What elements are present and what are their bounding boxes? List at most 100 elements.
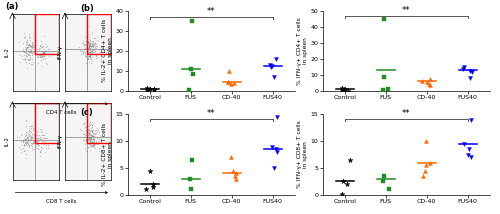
Point: [88, 134, 96, 138]
Point: [40, 55, 48, 58]
Point: [24, 137, 32, 141]
Point: [86, 46, 94, 49]
Point: [86, 39, 94, 43]
Point: [88, 139, 96, 142]
Point: [82, 61, 90, 65]
Point: [82, 57, 90, 60]
Point: [40, 136, 48, 140]
Point: [266, 63, 274, 67]
Point: [80, 121, 88, 124]
Point: [28, 62, 36, 65]
Point: [34, 62, 42, 65]
Point: [150, 89, 158, 92]
Point: [36, 133, 44, 137]
Point: [88, 42, 96, 45]
Point: [38, 54, 46, 57]
Point: [36, 154, 44, 158]
Point: [380, 17, 388, 21]
Point: [467, 156, 475, 159]
Point: [88, 44, 96, 48]
Point: [380, 180, 388, 183]
Point: [28, 141, 36, 145]
Point: [34, 146, 42, 149]
Point: [92, 130, 100, 133]
Point: [88, 137, 96, 141]
Point: [272, 148, 280, 151]
Point: [22, 157, 30, 160]
Bar: [87, 103, 111, 143]
Point: [85, 132, 93, 136]
Point: [37, 138, 45, 141]
Point: [96, 138, 104, 141]
Point: [422, 140, 430, 143]
Point: [91, 43, 99, 46]
Point: [26, 42, 34, 46]
Point: [28, 135, 36, 139]
Point: [88, 129, 96, 133]
Point: [80, 133, 88, 137]
Point: [41, 51, 49, 55]
Point: [88, 133, 96, 137]
Point: [15, 41, 23, 44]
Point: [28, 143, 36, 146]
Point: [84, 47, 92, 50]
Point: [80, 122, 88, 125]
Point: [24, 130, 32, 134]
Point: [76, 46, 84, 49]
Point: [18, 144, 26, 147]
Point: [84, 44, 92, 48]
Point: [83, 125, 91, 128]
Point: [190, 72, 198, 76]
Point: [38, 49, 46, 52]
Point: [84, 46, 92, 50]
Point: [32, 143, 40, 146]
Point: [86, 132, 94, 135]
Point: [30, 50, 38, 53]
Point: [424, 80, 432, 84]
Point: [92, 146, 100, 150]
Point: [232, 172, 240, 175]
Point: [38, 45, 46, 48]
Point: [90, 140, 98, 143]
Point: [142, 188, 150, 191]
Point: [79, 41, 87, 45]
Point: [88, 137, 96, 141]
Point: [20, 32, 28, 35]
Point: [86, 137, 94, 141]
Point: [88, 53, 96, 56]
Point: [467, 118, 475, 122]
Point: [82, 142, 90, 145]
Point: [32, 142, 40, 145]
Point: [30, 142, 38, 145]
Point: [24, 46, 32, 49]
Point: [22, 61, 30, 64]
Point: [89, 144, 97, 148]
Y-axis label: % IFN-γ+ CD4+ T cells
in spleen: % IFN-γ+ CD4+ T cells in spleen: [297, 17, 308, 85]
Point: [89, 142, 97, 146]
Point: [88, 44, 96, 48]
Point: [34, 54, 42, 57]
Point: [458, 68, 466, 71]
Point: [20, 149, 28, 153]
Point: [90, 132, 98, 136]
Point: [90, 137, 98, 140]
Point: [22, 143, 30, 147]
Point: [88, 125, 96, 129]
Point: [88, 137, 96, 141]
Point: [24, 58, 32, 61]
Point: [24, 128, 32, 132]
Point: [28, 135, 36, 138]
Point: [87, 51, 95, 54]
Point: [18, 132, 26, 135]
Point: [90, 146, 98, 149]
Point: [90, 48, 98, 51]
Point: [89, 128, 97, 132]
Point: [273, 150, 281, 154]
Point: [29, 61, 37, 64]
Bar: [34, 103, 58, 143]
Point: [460, 142, 468, 146]
Point: [340, 88, 348, 92]
Point: [84, 40, 92, 44]
Point: [30, 139, 38, 143]
Point: [22, 55, 30, 58]
